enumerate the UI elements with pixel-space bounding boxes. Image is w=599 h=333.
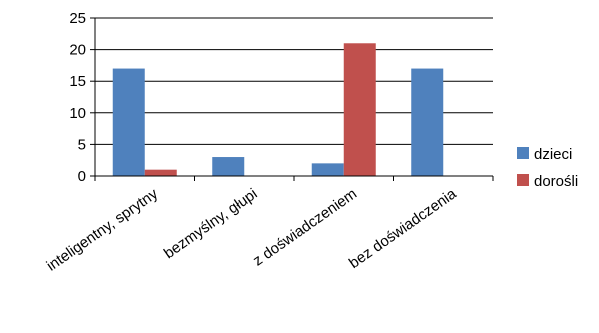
bar-dzieci-1 [212,157,245,176]
legend: dzieci dorośli [517,146,578,190]
y-tick-label: 20 [69,42,86,59]
bars [112,43,444,176]
legend-label-dorośli: dorośli [534,173,578,190]
category-label: bez doświadczenia [346,185,460,272]
y-tick-label: 25 [69,10,86,27]
category-label: z doświadczeniem [250,185,360,269]
legend-swatch-dzieci [517,147,529,159]
bar-dzieci-0 [112,68,145,176]
y-tick-label: 15 [69,73,86,90]
y-tick-label: 10 [69,105,86,122]
bar-dzieci-2 [311,163,344,176]
legend-label-dzieci: dzieci [534,146,572,163]
category-label: inteligentny, sprytny [44,185,162,275]
category-label: bezmyślny, głupi [161,185,261,262]
y-tick-label: 5 [78,136,86,153]
axes [90,17,494,181]
bar-dorośli-2 [343,43,376,176]
bar-dorośli-0 [144,169,177,176]
legend-swatch-dorośli [517,174,529,186]
y-tick-label: 0 [78,168,86,185]
bar-dzieci-3 [411,68,444,176]
y-tick-labels: 0 5 10 15 20 25 [69,10,86,185]
